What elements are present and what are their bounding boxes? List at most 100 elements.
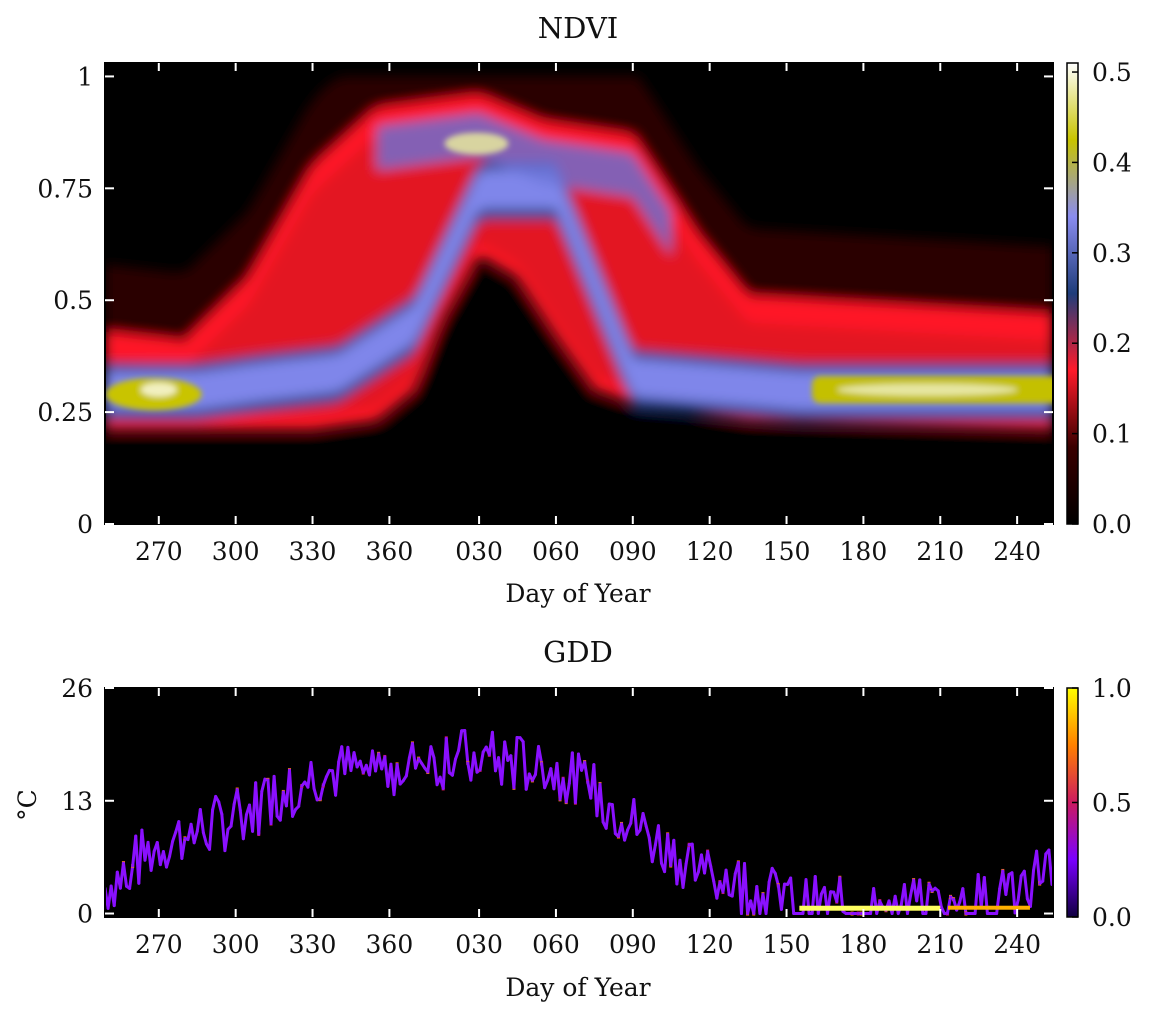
ndvi-x-ticks: 270 300 330 360 030 060 090 120 150 180 210 240 xyxy=(135,63,1041,566)
gdd-trace xyxy=(743,861,750,916)
gdd-trace xyxy=(171,830,178,843)
ndvi-cb-tick-label: 0.4 xyxy=(1092,148,1132,177)
ndvi-cb-tick-label: 0.2 xyxy=(1092,329,1132,358)
gdd-trace xyxy=(472,751,479,774)
gdd-trace xyxy=(454,748,461,761)
gdd-trace xyxy=(410,741,418,770)
gdd-trace xyxy=(404,756,411,778)
gdd-trace xyxy=(112,870,119,908)
gdd-colorbar: 0.0 0.5 1.0 xyxy=(1066,674,1132,932)
gdd-trace xyxy=(278,790,285,822)
gdd-xtick-label: 210 xyxy=(916,930,964,959)
gdd-ylabel: °C xyxy=(13,789,42,821)
ndvi-ytick-label: 1 xyxy=(77,62,93,91)
gdd-trace xyxy=(229,802,236,828)
gdd-trace xyxy=(192,829,199,845)
ndvi-xtick-label: 300 xyxy=(212,537,260,566)
gdd-trace xyxy=(241,813,248,841)
gdd-xtick-label: 090 xyxy=(609,930,657,959)
ndvi-xtick-label: 150 xyxy=(763,537,811,566)
gdd-trace xyxy=(1041,852,1048,883)
gdd-trace xyxy=(623,828,630,842)
ndvi-ytick-label: 0 xyxy=(77,510,93,539)
gdd-xlabel: Day of Year xyxy=(505,973,650,1002)
gdd-trace xyxy=(573,752,580,805)
gdd-trace xyxy=(1016,874,1023,902)
gdd-ytick-label: 13 xyxy=(61,787,93,816)
gdd-trace xyxy=(764,880,771,916)
gdd-trace xyxy=(632,798,639,836)
ndvi-xtick-label: 240 xyxy=(993,537,1041,566)
gdd-trace xyxy=(1022,869,1029,901)
gdd-trace xyxy=(598,782,605,824)
ndvi-hotspot-peak xyxy=(444,132,509,155)
gdd-trace xyxy=(149,849,156,872)
gdd-trace xyxy=(128,864,135,890)
ndvi-xtick-label: 180 xyxy=(840,537,888,566)
ndvi-colorbar-ticks: 0.0 0.1 0.2 0.3 0.4 0.5 xyxy=(1072,58,1132,539)
gdd-trace xyxy=(681,862,688,889)
gdd-trace xyxy=(198,808,205,835)
gdd-trace xyxy=(656,824,664,865)
gdd-cb-tick-label: 1.0 xyxy=(1092,674,1132,703)
ndvi-frame xyxy=(104,62,1054,525)
gdd-trace xyxy=(432,756,439,787)
gdd-xtick-label: 330 xyxy=(289,930,337,959)
gdd-trace xyxy=(604,802,611,830)
gdd-trace xyxy=(287,768,295,818)
gdd-trace xyxy=(168,839,175,858)
gdd-trace xyxy=(709,864,716,883)
gdd-trace xyxy=(610,803,617,836)
gdd-chart: GDD 270 300 330 360 030 060 090 120 150 180 210 240… xyxy=(13,635,1132,1002)
ndvi-xtick-label: 360 xyxy=(366,537,414,566)
gdd-trace xyxy=(395,762,402,786)
gdd-xtick-label: 180 xyxy=(840,930,888,959)
gdd-xtick-label: 270 xyxy=(135,930,183,959)
ndvi-ytick-label: 0.5 xyxy=(53,286,93,315)
gdd-trace xyxy=(235,788,242,812)
gdd-trace xyxy=(426,745,433,774)
gdd-trace xyxy=(321,775,328,787)
ndvi-y-ticks: 0 0.25 0.5 0.75 1 xyxy=(37,62,1053,539)
gdd-trace xyxy=(490,730,497,773)
gdd-trace xyxy=(180,836,187,860)
ndvi-heatmap xyxy=(105,63,1053,524)
gdd-baseline-warm xyxy=(947,905,1030,910)
gdd-trace xyxy=(503,740,510,762)
gdd-trace xyxy=(208,808,215,851)
gdd-trace xyxy=(211,794,218,812)
gdd-trace xyxy=(429,745,436,760)
ndvi-ytick-label: 0.75 xyxy=(37,174,93,203)
ndvi-chart: NDVI 270 300 330 360 030 060 090 120 150 180 210 24… xyxy=(37,11,1131,608)
ndvi-colorbar: 0.0 0.1 0.2 0.3 0.4 0.5 xyxy=(1066,58,1132,539)
ndvi-xtick-label: 210 xyxy=(916,537,964,566)
gdd-cb-tick-label: 0.5 xyxy=(1092,789,1132,818)
gdd-trace xyxy=(690,842,697,882)
gdd-trace xyxy=(1035,849,1042,886)
ndvi-colorbar-bar xyxy=(1066,62,1079,525)
gdd-baseline-saturated xyxy=(799,905,941,911)
gdd-trace xyxy=(318,783,325,801)
gdd-heatmap xyxy=(105,688,1053,917)
gdd-colorbar-ticks: 0.0 0.5 1.0 xyxy=(1072,674,1132,932)
gdd-xtick-label: 120 xyxy=(686,930,734,959)
gdd-trace xyxy=(540,761,547,790)
gdd-trace xyxy=(936,889,943,909)
gdd-trace xyxy=(164,854,172,869)
gdd-trace xyxy=(564,781,571,804)
gdd-frame xyxy=(104,687,1054,918)
gdd-trace xyxy=(450,757,458,777)
gdd-title: GDD xyxy=(543,635,613,669)
ndvi-ytick-label: 0.25 xyxy=(37,398,93,427)
gdd-trace xyxy=(309,760,316,791)
gdd-xtick-label: 150 xyxy=(763,930,811,959)
gdd-trace xyxy=(201,831,208,846)
ndvi-title: NDVI xyxy=(538,11,619,45)
gdd-trace xyxy=(1004,873,1011,896)
gdd-trace xyxy=(500,740,507,786)
gdd-trace xyxy=(457,729,464,752)
ndvi-void xyxy=(105,267,1053,524)
gdd-trace xyxy=(945,895,953,916)
gdd-trace xyxy=(583,760,590,784)
